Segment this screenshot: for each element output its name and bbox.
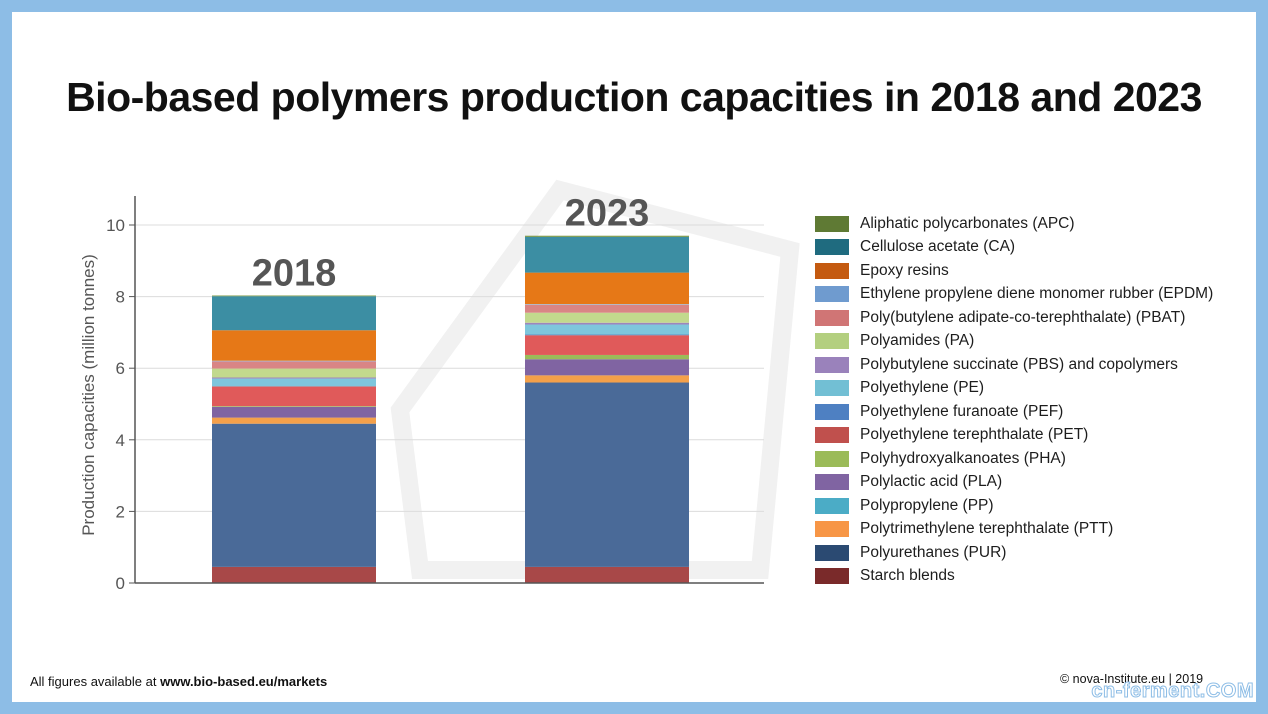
bar-segment	[212, 566, 376, 583]
bar-segment	[212, 377, 376, 379]
bar-segment	[525, 375, 689, 383]
legend-swatch	[815, 239, 849, 256]
footer-prefix: All figures available at	[30, 674, 157, 689]
legend-label: Polyethylene furanoate (PEF)	[860, 402, 1064, 420]
legend-swatch	[815, 380, 849, 397]
legend-swatch	[815, 309, 849, 326]
bar-segment	[212, 423, 376, 567]
legend-label: Polyethylene (PE)	[860, 379, 985, 397]
y-tick-label: 10	[106, 216, 125, 235]
footer-note: All figures available at www.bio-based.e…	[30, 674, 327, 689]
bar-segment	[525, 304, 689, 313]
legend-swatch	[815, 521, 849, 538]
legend-swatch	[815, 286, 849, 303]
bar-segment	[525, 566, 689, 583]
legend-item: Polyethylene (PE)	[815, 377, 1213, 401]
category-labels: 2018 2023	[252, 193, 650, 295]
legend-swatch	[815, 450, 849, 467]
bar-segment	[525, 324, 689, 335]
legend-swatch	[815, 215, 849, 232]
bar-segment	[212, 406, 376, 407]
category-label: 2023	[565, 193, 650, 235]
legend-label: Aliphatic polycarbonates (APC)	[860, 214, 1075, 232]
legend-swatch	[815, 497, 849, 514]
legend-swatch	[815, 262, 849, 279]
legend-label: Polyurethanes (PUR)	[860, 543, 1007, 561]
legend-swatch	[815, 568, 849, 585]
legend-item: Epoxy resins	[815, 259, 1213, 283]
bar-segment	[525, 312, 689, 323]
legend-item: Polypropylene (PP)	[815, 494, 1213, 518]
bar-segment	[525, 335, 689, 355]
legend-item: Starch blends	[815, 565, 1213, 589]
legend-swatch	[815, 403, 849, 420]
bar-segment	[525, 334, 689, 336]
bar-segment	[212, 378, 376, 387]
legend-label: Epoxy resins	[860, 261, 949, 279]
bar-segment	[525, 304, 689, 305]
bar-segment	[212, 296, 376, 331]
credit-text: © nova-Institute.eu | 2019	[1060, 672, 1204, 686]
nova-watermark-logo	[390, 179, 800, 579]
legend-item: Polyethylene terephthalate (PET)	[815, 424, 1213, 448]
legend-label: Polylactic acid (PLA)	[860, 473, 1003, 491]
bar-segment	[212, 361, 376, 369]
legend-item: Ethylene propylene diene monomer rubber …	[815, 283, 1213, 307]
site-watermark: cn-ferment.COM	[1091, 680, 1254, 703]
y-tick-label: 8	[116, 288, 125, 307]
legend: Aliphatic polycarbonates (APC) Cellulose …	[815, 212, 1213, 588]
legend-label: Polyamides (PA)	[860, 332, 975, 350]
chart-title: Bio-based polymers production capacities…	[66, 74, 1202, 120]
y-tick-label: 6	[116, 359, 125, 378]
legend-item: Polyethylene furanoate (PEF)	[815, 400, 1213, 424]
bar-segment	[212, 406, 376, 418]
legend-label: Polyhydroxyalkanoates (PHA)	[860, 449, 1066, 467]
bars	[212, 235, 689, 583]
legend-item: Polytrimethylene terephthalate (PTT)	[815, 518, 1213, 542]
legend-label: Polytrimethylene terephthalate (PTT)	[860, 520, 1114, 538]
category-label: 2018	[252, 253, 337, 295]
bar-segment	[525, 236, 689, 273]
y-tick-label: 0	[116, 574, 125, 593]
bar-segment	[525, 322, 689, 325]
axes	[134, 196, 764, 584]
y-tick-label: 4	[116, 431, 125, 450]
legend-swatch	[815, 356, 849, 373]
legend-item: Polyhydroxyalkanoates (PHA)	[815, 447, 1213, 471]
legend-label: Starch blends	[860, 567, 955, 585]
legend-swatch	[815, 474, 849, 491]
bar-segment	[212, 386, 376, 407]
legend-label: Poly(butylene adipate-co-terephthalate) …	[860, 308, 1186, 326]
legend-item: Cellulose acetate (CA)	[815, 236, 1213, 260]
legend-label: Cellulose acetate (CA)	[860, 238, 1016, 256]
bar-segment	[212, 295, 376, 297]
y-axis-label: Production capacities (million tonnes)	[79, 254, 98, 536]
bar-segment	[525, 272, 689, 305]
bar-segment	[212, 417, 376, 424]
bar-segment	[525, 235, 689, 237]
legend-item: Poly(butylene adipate-co-terephthalate) …	[815, 306, 1213, 330]
legend-item: Polyurethanes (PUR)	[815, 541, 1213, 565]
legend-label: Polyethylene terephthalate (PET)	[860, 426, 1089, 444]
legend-swatch	[815, 427, 849, 444]
legend-item: Polyamides (PA)	[815, 330, 1213, 354]
footer-link[interactable]: www.bio-based.eu/markets	[160, 674, 328, 689]
legend-swatch	[815, 333, 849, 350]
y-tick-labels: 0 2 4 6 8 10	[106, 216, 125, 593]
legend-item: Polylactic acid (PLA)	[815, 471, 1213, 495]
legend-item: Aliphatic polycarbonates (APC)	[815, 212, 1213, 236]
legend-item: Polybutylene succinate (PBS) and copolym…	[815, 353, 1213, 377]
bar-segment	[525, 359, 689, 376]
legend-label: Polypropylene (PP)	[860, 496, 994, 514]
bar-segment	[525, 354, 689, 360]
bar-segment	[525, 382, 689, 567]
legend-label: Ethylene propylene diene monomer rubber …	[860, 285, 1214, 303]
legend-swatch	[815, 544, 849, 561]
legend-label: Polybutylene succinate (PBS) and copolym…	[860, 355, 1178, 373]
y-tick-label: 2	[116, 502, 125, 521]
bar-segment	[212, 360, 376, 362]
bar-segment	[212, 368, 376, 378]
bar-segment	[212, 330, 376, 361]
